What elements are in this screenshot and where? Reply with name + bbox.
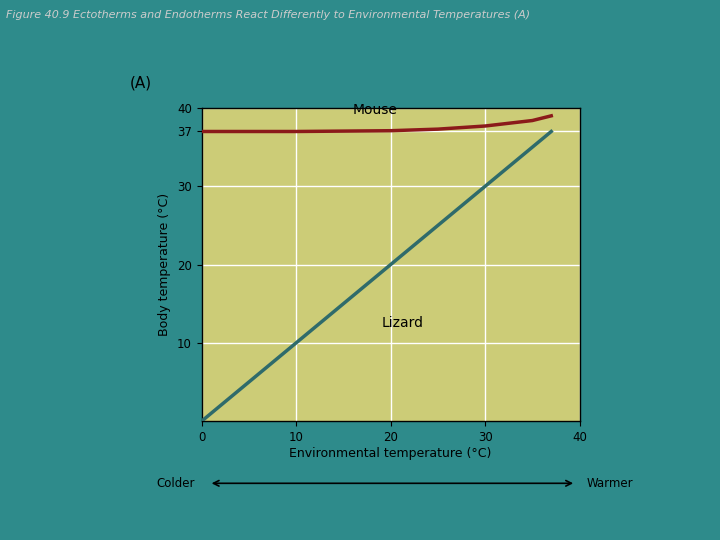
Text: Colder: Colder [156,477,194,490]
Text: Mouse: Mouse [353,103,397,117]
Text: Figure 40.9 Ectotherms and Endotherms React Differently to Environmental Tempera: Figure 40.9 Ectotherms and Endotherms Re… [6,10,530,20]
Text: (A): (A) [130,76,152,91]
Text: Warmer: Warmer [587,477,634,490]
Text: Lizard: Lizard [381,316,423,330]
X-axis label: Environmental temperature (°C): Environmental temperature (°C) [289,447,492,460]
Y-axis label: Body temperature (°C): Body temperature (°C) [158,193,171,336]
